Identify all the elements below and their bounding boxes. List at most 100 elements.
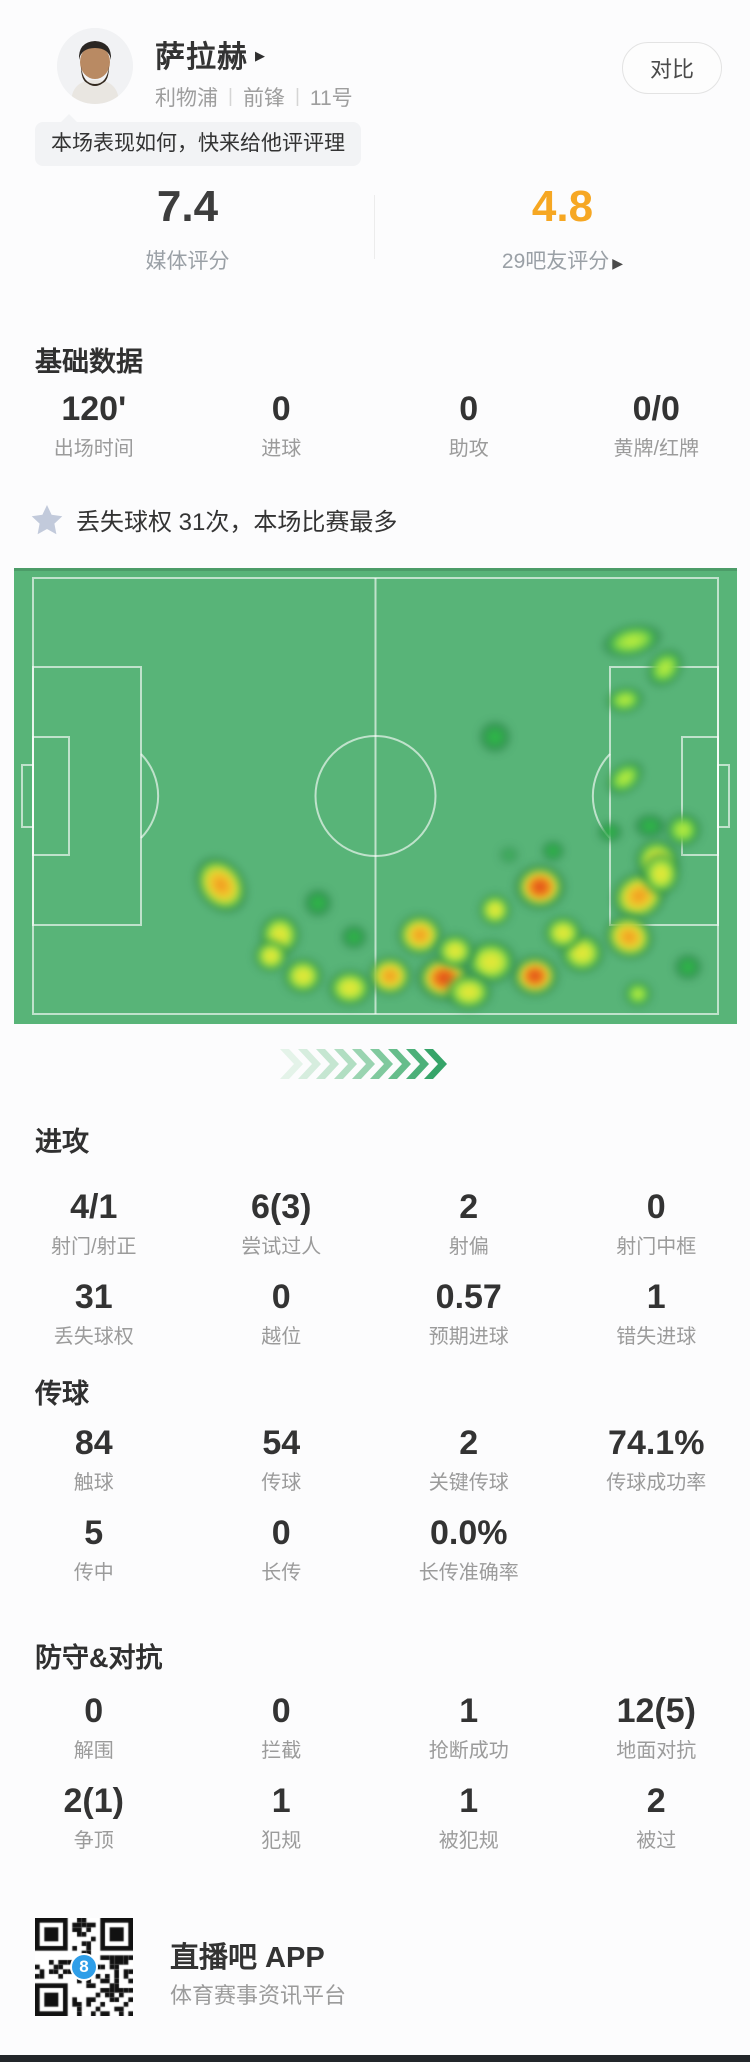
heat-blob (366, 955, 413, 998)
stat-cell: 12(5) 地面对抗 (563, 1692, 750, 1764)
bottom-edge-bar (0, 2055, 750, 2062)
chevron-arrows-icon (0, 1046, 750, 1087)
stat-value: 0 (84, 1692, 104, 1730)
stat-label: 解围 (73, 1740, 114, 1762)
rate-prompt-text: 本场表现如何，快来给他评评理 (51, 132, 345, 155)
stat-cell: 1 错失进球 (563, 1278, 750, 1350)
rate-prompt-bubble[interactable]: 本场表现如何，快来给他评评理 (35, 114, 361, 166)
player-detail-arrow-icon: ▶ (255, 47, 265, 63)
pitch-markings (21, 577, 730, 1015)
stat-label: 射门中框 (616, 1236, 697, 1258)
stat-value: 2 (459, 1424, 479, 1462)
stat-label: 丢失球权 (53, 1326, 134, 1348)
stat-label: 抢断成功 (428, 1740, 509, 1762)
ratings-row: 7.4 媒体评分 4.8 29吧友评分 ▶ (0, 183, 750, 275)
stat-value: 2 (646, 1782, 666, 1820)
stat-value: 5 (84, 1514, 104, 1552)
stat-row: 4/1 射门/射正 6(3) 尝试过人 2 射偏 0 射门中框 (0, 1188, 750, 1260)
section-rows-passing: 84 触球 54 传球 2 关键传球 74.1% 传球成功率 5 传中 0 长传 0.0% 长传准确率 (0, 1424, 750, 1604)
heat-blob (435, 933, 476, 970)
stat-value: 31 (74, 1278, 113, 1316)
stat-label: 被过 (636, 1830, 677, 1852)
app-name[interactable]: 直播吧 APP (170, 1942, 325, 1974)
compare-button-label: 对比 (649, 57, 694, 82)
stat-cell: 6(3) 尝试过人 (188, 1188, 376, 1260)
stat-cell: 0.57 预期进球 (375, 1278, 563, 1350)
stat-label: 关键传球 (428, 1472, 509, 1494)
section-title-basic: 基础数据 (35, 347, 143, 377)
stat-label: 争顶 (73, 1830, 114, 1852)
fans-rating-value: 4.8 (531, 182, 594, 231)
stat-cell: 54 传球 (188, 1424, 376, 1496)
stat-row: 2(1) 争顶 1 犯规 1 被犯规 2 被过 (0, 1782, 750, 1854)
stat-value: 2(1) (63, 1782, 124, 1820)
stat-value: 0 (271, 390, 291, 428)
stat-cell: 0 解围 (0, 1692, 188, 1764)
stat-cell: 0 拦截 (188, 1692, 376, 1764)
heat-blob (663, 812, 702, 849)
stat-cell: 0 助攻 (375, 390, 563, 462)
fans-rating-label: 29吧友评分 ▶ (375, 245, 750, 275)
stat-label: 助攻 (448, 438, 489, 460)
stat-value: 84 (74, 1424, 113, 1462)
section-rows-basic: 120' 出场时间 0 进球 0 助攻 0/0 黄牌/红牌 (0, 390, 750, 480)
stat-cell: 1 抢断成功 (375, 1692, 563, 1764)
fans-rating[interactable]: 4.8 29吧友评分 ▶ (375, 183, 750, 275)
stat-label: 错失进球 (616, 1326, 697, 1348)
stat-label: 出场时间 (53, 438, 134, 460)
heat-blob (477, 719, 512, 754)
stat-label: 黄牌/红牌 (613, 438, 700, 460)
stat-label: 触球 (73, 1472, 114, 1494)
stat-value: 0.57 (435, 1278, 502, 1316)
player-position: 前锋 (242, 87, 285, 110)
stat-label: 传球成功率 (606, 1472, 707, 1494)
stat-label: 拦截 (261, 1740, 302, 1762)
stat-value: 0 (459, 390, 479, 428)
heat-blob (498, 845, 521, 866)
heat-blob (477, 893, 512, 927)
heat-blob (339, 924, 368, 951)
stat-value: 74.1% (608, 1424, 705, 1462)
heat-blob (540, 839, 565, 862)
stat-cell: 4/1 射门/射正 (0, 1188, 188, 1260)
separator: | (294, 86, 300, 107)
heat-blob (327, 968, 374, 1007)
stat-cell: 1 犯规 (188, 1782, 376, 1854)
compare-button[interactable]: 对比 (622, 42, 722, 94)
stat-value: 1 (459, 1782, 479, 1820)
stat-label: 射门/射正 (50, 1236, 137, 1258)
stat-value: 0 (271, 1692, 291, 1730)
stat-label: 犯规 (261, 1830, 302, 1852)
stat-value: 12(5) (616, 1692, 696, 1730)
media-rating-value: 7.4 (156, 182, 219, 231)
heat-blob (633, 812, 668, 839)
stat-value: 0 (646, 1188, 666, 1226)
app-logo-badge: 8 (70, 1953, 98, 1981)
stat-row: 31 丢失球权 0 越位 0.57 预期进球 1 错失进球 (0, 1278, 750, 1350)
stat-row: 5 传中 0 长传 0.0% 长传准确率 (0, 1514, 750, 1586)
stat-value: 54 (262, 1424, 301, 1462)
star-icon (31, 504, 63, 534)
player-name-row[interactable]: 萨拉赫 ▶ (155, 32, 265, 76)
section-rows-defense: 0 解围 0 拦截 1 抢断成功 12(5) 地面对抗 2(1) 争顶 1 犯规 1 被犯规 2 被过 (0, 1692, 750, 1872)
team-name: 利物浦 (155, 87, 218, 110)
section-title-defense: 防守&对抗 (35, 1643, 163, 1673)
stat-value: 0.0% (430, 1514, 508, 1552)
fans-rating-label-text: 29吧友评分 (501, 250, 610, 273)
stat-value: 1 (646, 1278, 666, 1316)
media-rating-label: 媒体评分 (145, 250, 230, 273)
stat-value: 4/1 (70, 1188, 118, 1226)
stat-value: 1 (459, 1692, 479, 1730)
section-title-passing: 传球 (35, 1379, 89, 1409)
heat-blob (622, 980, 653, 1009)
highlight-text: 丢失球权 31次，本场比赛最多 (76, 509, 398, 536)
stat-value: 1 (271, 1782, 291, 1820)
stat-cell: 31 丢失球权 (0, 1278, 188, 1350)
section-rows-attack: 4/1 射门/射正 6(3) 尝试过人 2 射偏 0 射门中框 31 丢失球权 0 越位 0.57 预期进… (0, 1188, 750, 1368)
player-avatar[interactable] (57, 28, 133, 104)
qr-code: 8 (35, 1918, 133, 2016)
stat-value: 120' (61, 390, 127, 428)
stat-cell: 0/0 黄牌/红牌 (563, 390, 750, 462)
heat-blob (672, 953, 703, 981)
stat-label: 长传 (261, 1562, 302, 1584)
